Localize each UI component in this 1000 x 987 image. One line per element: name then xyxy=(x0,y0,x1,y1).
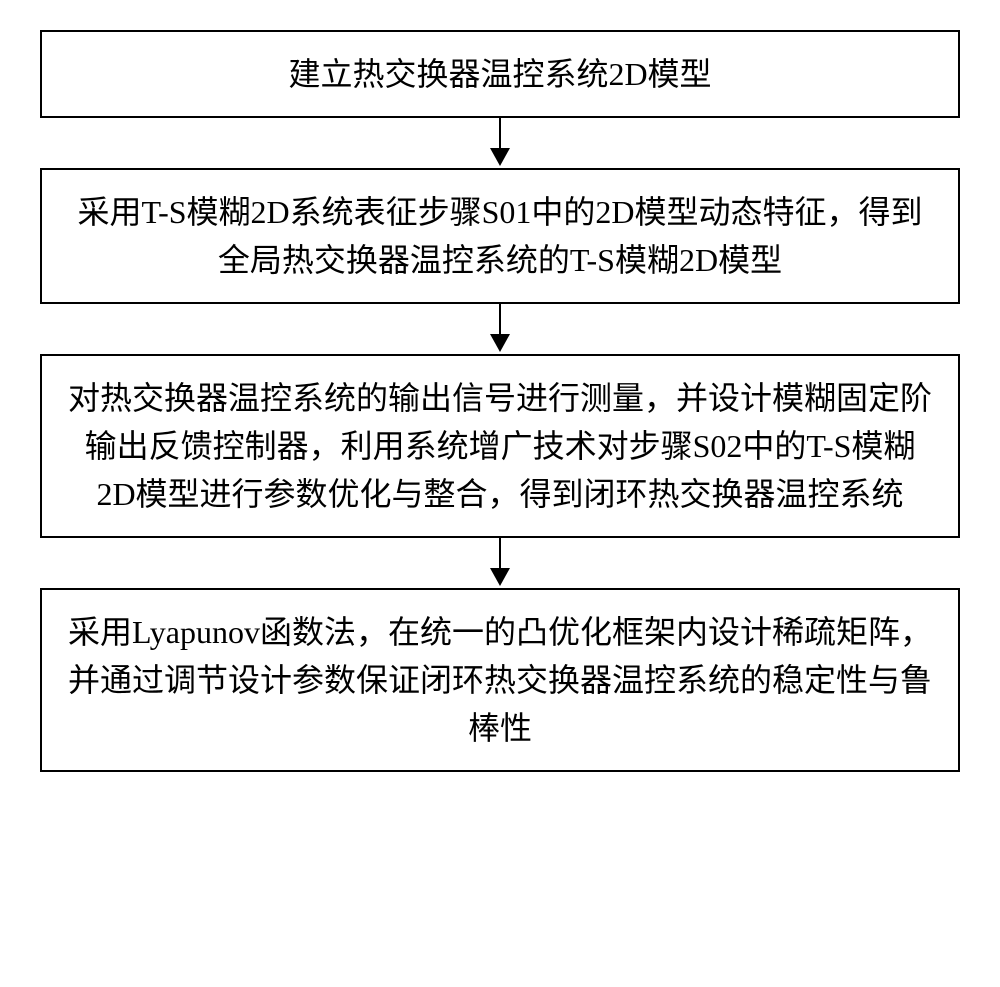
step-text: 对热交换器温控系统的输出信号进行测量，并设计模糊固定阶输出反馈控制器，利用系统增… xyxy=(68,380,932,512)
step-text: 采用T-S模糊2D系统表征步骤S01中的2D模型动态特征，得到全局热交换器温控系… xyxy=(77,194,922,278)
flowchart-step-1: 建立热交换器温控系统2D模型 xyxy=(40,30,960,118)
arrow-1 xyxy=(490,118,510,168)
step-text: 建立热交换器温控系统2D模型 xyxy=(288,56,711,92)
arrow-head-icon xyxy=(490,568,510,586)
flowchart-step-2: 采用T-S模糊2D系统表征步骤S01中的2D模型动态特征，得到全局热交换器温控系… xyxy=(40,168,960,304)
flowchart-step-3: 对热交换器温控系统的输出信号进行测量，并设计模糊固定阶输出反馈控制器，利用系统增… xyxy=(40,354,960,538)
arrow-line xyxy=(499,304,501,334)
arrow-3 xyxy=(490,538,510,588)
flowchart-container: 建立热交换器温控系统2D模型 采用T-S模糊2D系统表征步骤S01中的2D模型动… xyxy=(40,30,960,772)
arrow-2 xyxy=(490,304,510,354)
arrow-line xyxy=(499,118,501,148)
arrow-head-icon xyxy=(490,148,510,166)
arrow-head-icon xyxy=(490,334,510,352)
arrow-line xyxy=(499,538,501,568)
step-text: 采用Lyapunov函数法，在统一的凸优化框架内设计稀疏矩阵，并通过调节设计参数… xyxy=(68,614,932,746)
flowchart-step-4: 采用Lyapunov函数法，在统一的凸优化框架内设计稀疏矩阵，并通过调节设计参数… xyxy=(40,588,960,772)
